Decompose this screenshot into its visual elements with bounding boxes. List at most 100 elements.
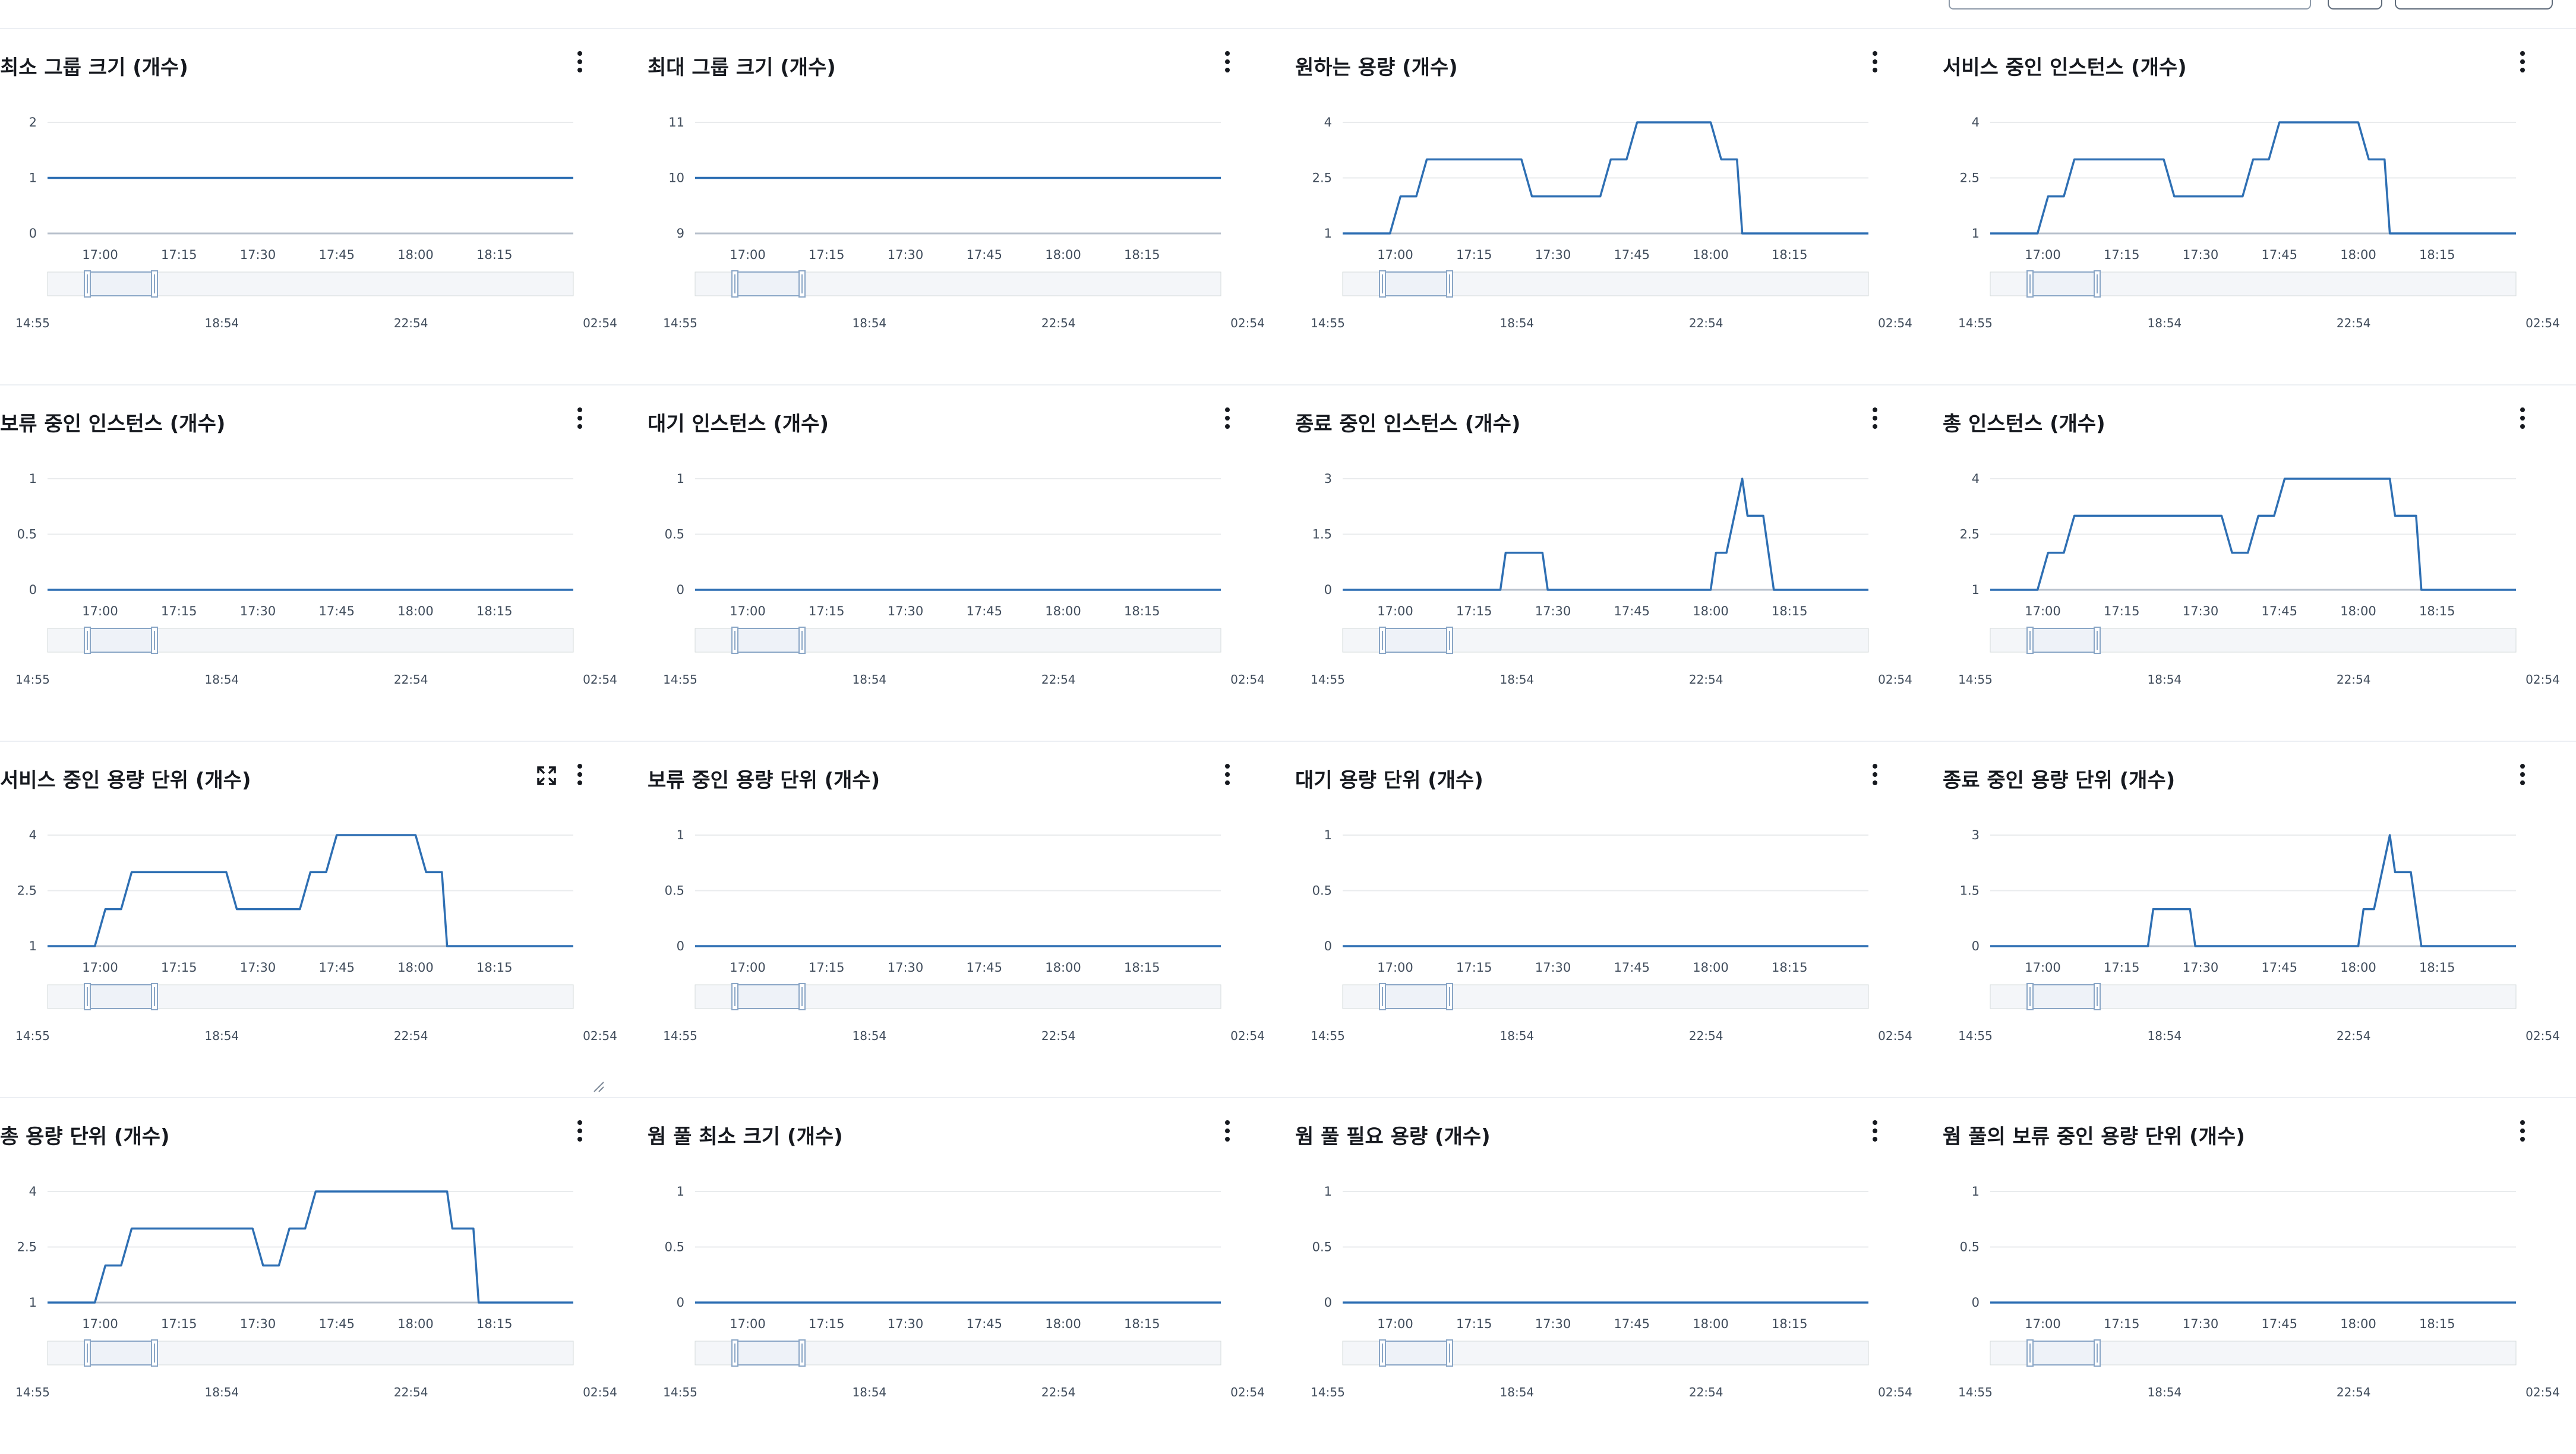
navigator-handle[interactable] xyxy=(731,270,738,298)
expand-icon[interactable] xyxy=(536,765,557,786)
line-chart[interactable]: 0 1.5 3 17:00 17:15 17:30 17:45 18:00 18:15 14:55… xyxy=(1295,385,1912,694)
line-chart[interactable]: 0 0.5 1 17:00 17:15 17:30 17:45 18:00 18:15 14:55… xyxy=(1943,1098,2560,1406)
widget-actions-menu-icon[interactable] xyxy=(1220,1118,1235,1144)
x-tick-label: 17:45 xyxy=(318,960,355,975)
navigator-handle[interactable] xyxy=(84,1339,91,1367)
time-range-option[interactable] xyxy=(2164,0,2235,8)
time-range-option[interactable] xyxy=(2021,0,2092,8)
navigator-handle[interactable] xyxy=(731,1339,738,1367)
line-chart[interactable]: 0 0.5 1 17:00 17:15 17:30 17:45 18:00 18:15 14:55… xyxy=(1295,1098,1912,1406)
widget-actions-menu-icon[interactable] xyxy=(1868,1118,1882,1144)
navigator-handle[interactable] xyxy=(2026,627,2034,654)
navigator-handle[interactable] xyxy=(84,983,91,1010)
navigator-handle[interactable] xyxy=(731,983,738,1010)
widget-actions-menu-icon[interactable] xyxy=(2515,1118,2530,1144)
navigator-handle[interactable] xyxy=(84,627,91,654)
y-tick-label: 4 xyxy=(1972,472,1980,486)
line-chart[interactable]: 0 0.5 1 17:00 17:15 17:30 17:45 18:00 18:15 14:55… xyxy=(648,385,1265,694)
navigator-handle[interactable] xyxy=(731,627,738,654)
widget-actions-menu-icon[interactable] xyxy=(1220,49,1235,75)
line-chart[interactable]: 1 2.5 4 17:00 17:15 17:30 17:45 18:00 18:15 14:55… xyxy=(0,741,617,1050)
widget-actions-menu-icon[interactable] xyxy=(573,761,587,788)
time-navigator[interactable] xyxy=(1342,627,1869,654)
line-chart[interactable]: 0 1.5 3 17:00 17:15 17:30 17:45 18:00 18:15 14:55… xyxy=(1943,741,2560,1050)
time-navigator[interactable] xyxy=(1990,270,2517,298)
line-chart[interactable]: 0 1 2 17:00 17:15 17:30 17:45 18:00 18:15 14:55 18… xyxy=(0,29,617,337)
line-chart[interactable]: 0 0.5 1 17:00 17:15 17:30 17:45 18:00 18:15 14:55… xyxy=(648,1098,1265,1406)
navigator-handle[interactable] xyxy=(2094,983,2101,1010)
widget-actions-menu-icon[interactable] xyxy=(573,1118,587,1144)
x-tick-label: 17:30 xyxy=(2183,960,2219,975)
time-navigator[interactable] xyxy=(47,1339,574,1367)
dropdown-button[interactable] xyxy=(2395,0,2553,10)
navigator-handle[interactable] xyxy=(151,270,158,298)
row-divider xyxy=(0,384,2576,385)
navigator-handle[interactable] xyxy=(151,983,158,1010)
navigator-handle[interactable] xyxy=(2094,270,2101,298)
widget-actions-menu-icon[interactable] xyxy=(1868,761,1882,788)
navigator-handle[interactable] xyxy=(2026,270,2034,298)
time-navigator[interactable] xyxy=(47,983,574,1010)
line-chart[interactable]: 1 2.5 4 17:00 17:15 17:30 17:45 18:00 18:15 14:55… xyxy=(0,1098,617,1406)
resize-handle-icon[interactable] xyxy=(591,1079,605,1093)
navigator-handle[interactable] xyxy=(1379,270,1386,298)
widget-actions-menu-icon[interactable] xyxy=(2515,761,2530,788)
navigator-handle[interactable] xyxy=(151,627,158,654)
time-navigator[interactable] xyxy=(1990,983,2517,1010)
time-navigator[interactable] xyxy=(1342,983,1869,1010)
line-chart[interactable]: 9 10 11 17:00 17:15 17:30 17:45 18:00 18:15 14:55… xyxy=(648,29,1265,337)
line-chart[interactable]: 1 2.5 4 17:00 17:15 17:30 17:45 18:00 18:15 14:55… xyxy=(1943,29,2560,337)
widget-actions-menu-icon[interactable] xyxy=(2515,405,2530,431)
navigator-handle[interactable] xyxy=(84,270,91,298)
time-navigator[interactable] xyxy=(1342,270,1869,298)
metric-widget: 최소 그룹 크기 (개수) 0 1 2 17:00 17:15 17:30 17:45 18:0… xyxy=(0,29,617,385)
navigator-handle[interactable] xyxy=(798,1339,806,1367)
navigator-handle[interactable] xyxy=(798,627,806,654)
widget-actions-menu-icon[interactable] xyxy=(1220,405,1235,431)
time-navigator[interactable] xyxy=(1342,1339,1869,1367)
navigator-handle[interactable] xyxy=(1379,983,1386,1010)
navigator-handle[interactable] xyxy=(1446,627,1453,654)
navigator-handle[interactable] xyxy=(1446,270,1453,298)
navigator-handle[interactable] xyxy=(798,983,806,1010)
navigator-handle[interactable] xyxy=(2026,983,2034,1010)
x-tick-label: 17:15 xyxy=(809,604,845,618)
widget-actions-menu-icon[interactable] xyxy=(2515,49,2530,75)
navigator-handle[interactable] xyxy=(151,1339,158,1367)
time-navigator[interactable] xyxy=(1990,627,2517,654)
x-tick-label: 18:00 xyxy=(2340,960,2376,975)
navigator-handle[interactable] xyxy=(1446,983,1453,1010)
navigator-handle[interactable] xyxy=(1379,627,1386,654)
time-navigator[interactable] xyxy=(694,1339,1221,1367)
time-navigator[interactable] xyxy=(694,983,1221,1010)
navigator-handle[interactable] xyxy=(2094,627,2101,654)
line-chart[interactable]: 1 2.5 4 17:00 17:15 17:30 17:45 18:00 18:15 14:55… xyxy=(1943,385,2560,694)
widget-actions-menu-icon[interactable] xyxy=(573,405,587,431)
time-navigator[interactable] xyxy=(47,627,574,654)
navigator-handle[interactable] xyxy=(2094,1339,2101,1367)
navigator-handle[interactable] xyxy=(1446,1339,1453,1367)
time-range-option[interactable] xyxy=(2235,0,2310,8)
time-range-option[interactable] xyxy=(1950,0,2021,8)
settings-button[interactable] xyxy=(2328,0,2382,10)
widget-actions-menu-icon[interactable] xyxy=(1868,49,1882,75)
line-chart[interactable]: 0 0.5 1 17:00 17:15 17:30 17:45 18:00 18:15 14:55… xyxy=(1295,741,1912,1050)
line-chart[interactable]: 0 0.5 1 17:00 17:15 17:30 17:45 18:00 18:15 14:55… xyxy=(0,385,617,694)
navigator-handle[interactable] xyxy=(798,270,806,298)
time-range-option[interactable] xyxy=(2092,0,2164,8)
widget-actions-menu-icon[interactable] xyxy=(573,49,587,75)
y-tick-label: 4 xyxy=(29,1184,37,1199)
time-navigator[interactable] xyxy=(694,627,1221,654)
navigator-handle[interactable] xyxy=(1379,1339,1386,1367)
time-navigator[interactable] xyxy=(47,270,574,298)
navigator-handle[interactable] xyxy=(2026,1339,2034,1367)
series-line xyxy=(48,834,573,947)
line-chart[interactable]: 1 2.5 4 17:00 17:15 17:30 17:45 18:00 18:15 14:55… xyxy=(1295,29,1912,337)
time-navigator[interactable] xyxy=(694,270,1221,298)
widget-actions-menu-icon[interactable] xyxy=(1220,761,1235,788)
menu-dot xyxy=(1873,764,1877,769)
widget-actions-menu-icon[interactable] xyxy=(1868,405,1882,431)
time-range-segmented-control[interactable] xyxy=(1949,0,2311,10)
line-chart[interactable]: 0 0.5 1 17:00 17:15 17:30 17:45 18:00 18:15 14:55… xyxy=(648,741,1265,1050)
time-navigator[interactable] xyxy=(1990,1339,2517,1367)
